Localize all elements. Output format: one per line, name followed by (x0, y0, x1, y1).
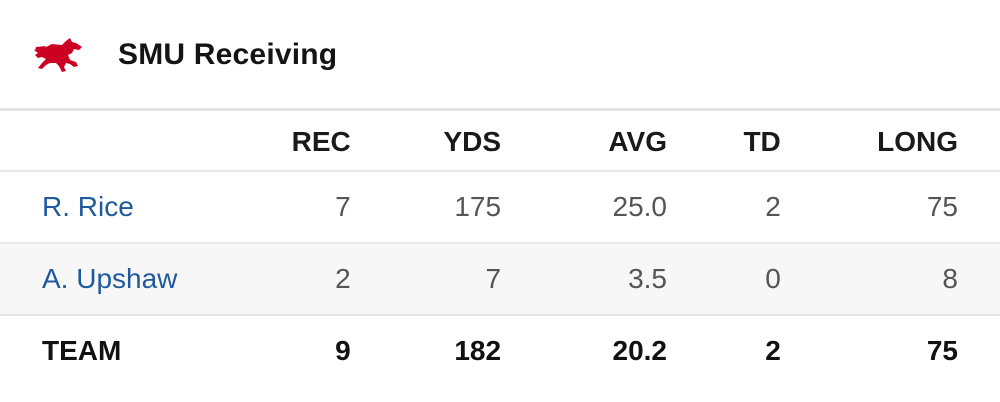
player-link[interactable]: A. Upshaw (42, 263, 178, 294)
column-header-player (0, 111, 198, 171)
column-header-rec: REC (291, 125, 351, 157)
td-cell: 2 (765, 335, 781, 366)
column-header-avg: AVG (608, 125, 667, 157)
column-header-long: LONG (877, 125, 958, 157)
yds-cell: 7 (485, 263, 502, 294)
yds-cell: 182 (454, 335, 502, 366)
section-title: SMU Receiving (118, 38, 338, 71)
td-cell: 0 (765, 263, 781, 294)
table-header-row: REC YDS AVG TD LONG (0, 111, 1000, 171)
long-cell: 8 (942, 263, 958, 294)
yds-cell: 175 (454, 191, 502, 222)
column-header-yds: YDS (443, 125, 502, 157)
long-cell: 75 (926, 191, 958, 222)
td-cell: 2 (765, 191, 781, 222)
avg-cell: 20.2 (612, 335, 668, 366)
mustang-logo-icon (34, 38, 82, 72)
column-header-td: TD (743, 125, 781, 157)
rec-cell: 2 (335, 263, 351, 294)
rec-cell: 9 (335, 335, 351, 366)
table-row: A. Upshaw 2 7 3.5 0 8 (0, 243, 1000, 315)
team-total-row: TEAM 9 182 20.2 2 75 (0, 315, 1000, 386)
team-label: TEAM (42, 335, 122, 366)
avg-cell: 3.5 (628, 263, 667, 294)
long-cell: 75 (926, 335, 958, 366)
avg-cell: 25.0 (612, 191, 668, 222)
rec-cell: 7 (335, 191, 351, 222)
receiving-stats-table: REC YDS AVG TD LONG R. Rice 7 175 25.0 2… (0, 111, 1000, 386)
stats-header: SMU Receiving (0, 0, 1000, 108)
player-link[interactable]: R. Rice (42, 191, 134, 222)
header-divider (0, 108, 1000, 111)
table-row: R. Rice 7 175 25.0 2 75 (0, 171, 1000, 243)
